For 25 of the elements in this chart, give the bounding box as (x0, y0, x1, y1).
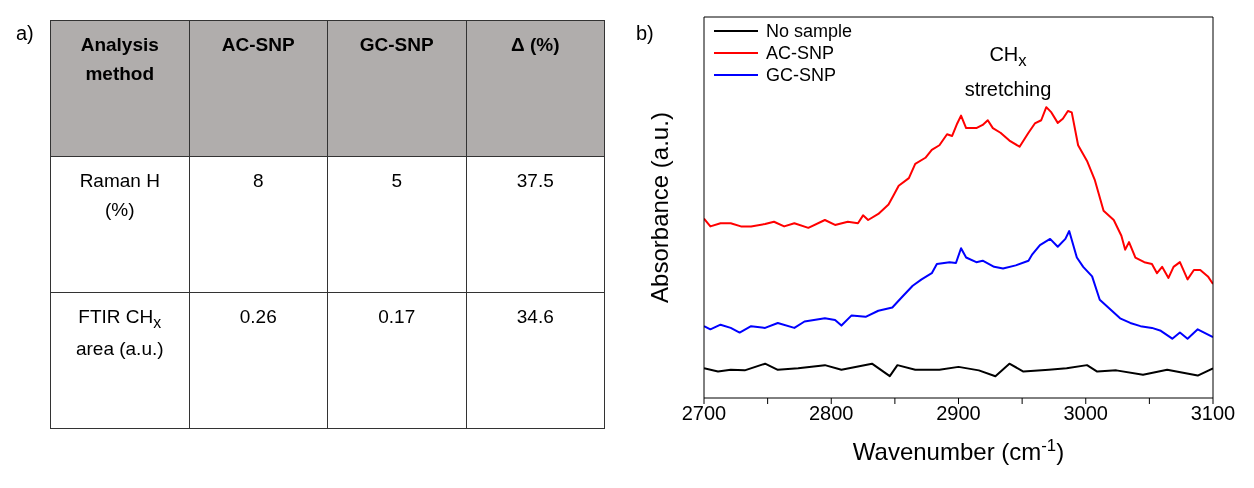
text: Analysis method (50, 20, 189, 157)
text: 34.6 (466, 292, 605, 429)
text: Δ (%) (466, 20, 605, 157)
text: FTIR CH$_{x}$ area (a.u.) (50, 292, 189, 429)
text: CH$_{x}$ stretching (963, 42, 1053, 102)
text: GC-SNP (327, 20, 466, 157)
text: 5 (327, 156, 466, 293)
x-tick-label: 2900 (936, 402, 981, 425)
text: Raman H (%) (50, 156, 189, 293)
y-axis-title: Absorbance (a.u.) (646, 112, 673, 303)
legend-label: AC-SNP (766, 42, 835, 64)
x-axis-title: Wavenumber (cm$^{-1}$) (852, 435, 1065, 465)
x-tick-label: 2800 (809, 402, 854, 425)
text: 0.17 (327, 292, 466, 429)
legend-label: GC-SNP (766, 64, 837, 86)
x-tick-label: 3000 (1063, 402, 1108, 425)
legend-label: No sample (766, 20, 853, 42)
x-tick-label: 2700 (681, 402, 727, 425)
text: 8 (189, 156, 328, 293)
text: 37.5 (466, 156, 605, 293)
x-tick-label: 3100 (1190, 402, 1236, 425)
chart-title: b) (636, 22, 654, 45)
text: 0.26 (189, 292, 328, 429)
text: AC-SNP (189, 20, 328, 157)
text: a) (16, 22, 34, 45)
